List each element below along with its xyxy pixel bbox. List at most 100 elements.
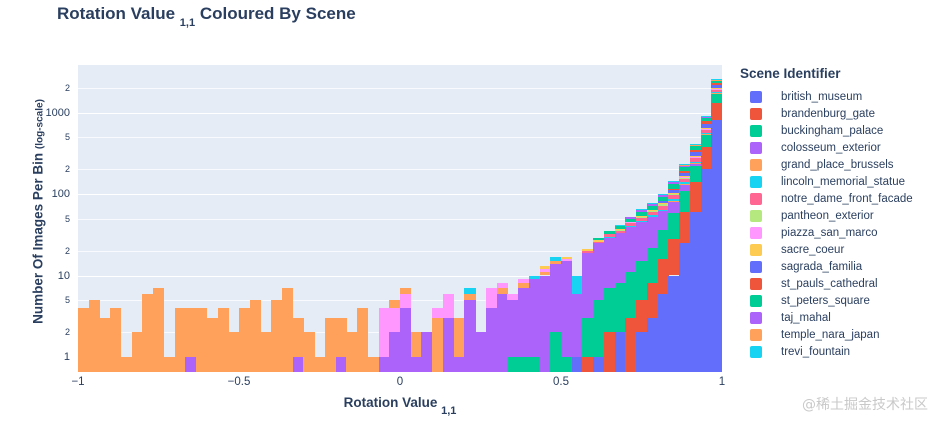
bar-segment-st_peters_square[interactable]: [614, 225, 626, 230]
bar-segment-buckingham_palace[interactable]: [646, 247, 659, 284]
bar-segment-buckingham_palace[interactable]: [711, 93, 723, 104]
bar-segment-piazza_san_marco[interactable]: [689, 156, 702, 158]
bar-segment-pantheon_exterior[interactable]: [636, 216, 648, 218]
plot-area[interactable]: [78, 65, 723, 372]
legend-item-pantheon_exterior[interactable]: pantheon_exterior: [740, 207, 913, 224]
bar-segment-temple_nara_japan[interactable]: [711, 79, 723, 81]
bar-segment-lincoln_memorial_statue[interactable]: [550, 256, 562, 262]
bar-segment-grand_place_brussels[interactable]: [689, 162, 702, 164]
bar-segment-colosseum_exterior[interactable]: [400, 307, 412, 372]
legend-item-piazza_san_marco[interactable]: piazza_san_marco: [740, 224, 913, 241]
bar-segment-colosseum_exterior[interactable]: [292, 357, 304, 372]
bar-segment-grand_place_brussels[interactable]: [700, 133, 712, 135]
bar-segment-temple_nara_japan[interactable]: [700, 116, 712, 117]
bar-segment-trevi_fountain[interactable]: [679, 163, 691, 165]
legend-item-trevi_fountain[interactable]: trevi_fountain: [740, 343, 913, 360]
bar-segment-grand_place_brussels[interactable]: [78, 307, 90, 372]
bar-segment-notre_dame_front_facade[interactable]: [689, 158, 702, 162]
bar-segment-lincoln_memorial_statue[interactable]: [603, 236, 616, 238]
bar-segment-colosseum_exterior[interactable]: [518, 288, 530, 357]
bar-segment-colosseum_exterior[interactable]: [603, 237, 616, 289]
bar-segment-colosseum_exterior[interactable]: [442, 318, 455, 372]
bar-segment-sacre_coeur[interactable]: [657, 203, 669, 205]
bar-segment-st_peters_square[interactable]: [603, 231, 616, 235]
bar-segment-pantheon_exterior[interactable]: [614, 230, 626, 232]
bar-segment-sacre_coeur[interactable]: [593, 240, 605, 242]
bar-segment-grand_place_brussels[interactable]: [453, 318, 465, 357]
bar-segment-grand_place_brussels[interactable]: [174, 307, 186, 372]
bar-segment-colosseum_exterior[interactable]: [593, 243, 605, 301]
legend-item-brandenburg_gate[interactable]: brandenburg_gate: [740, 105, 913, 122]
bar-segment-st_pauls_cathedral[interactable]: [668, 188, 680, 191]
bar-segment-grand_place_brussels[interactable]: [550, 261, 562, 264]
bar-segment-temple_nara_japan[interactable]: [389, 300, 401, 308]
bar-segment-notre_dame_front_facade[interactable]: [711, 89, 723, 93]
bar-segment-st_peters_square[interactable]: [711, 80, 723, 83]
bar-segment-notre_dame_front_facade[interactable]: [593, 241, 605, 244]
bar-segment-sagrada_familia[interactable]: [679, 172, 691, 176]
bar-segment-colosseum_exterior[interactable]: [657, 211, 669, 231]
bar-segment-colosseum_exterior[interactable]: [475, 332, 487, 372]
bar-segment-colosseum_exterior[interactable]: [561, 261, 573, 357]
bar-segment-colosseum_exterior[interactable]: [507, 300, 519, 357]
legend-item-st_peters_square[interactable]: st_peters_square: [740, 292, 913, 309]
bar-segment-grand_place_brussels[interactable]: [464, 293, 476, 301]
bar-segment-piazza_san_marco[interactable]: [561, 258, 573, 262]
bar-segment-colosseum_exterior[interactable]: [668, 201, 680, 214]
bar-segment-grand_place_brussels[interactable]: [88, 300, 100, 372]
bar-segment-brandenburg_gate[interactable]: [668, 239, 680, 276]
bar-segment-taj_mahal[interactable]: [625, 217, 637, 219]
bar-segment-british_museum[interactable]: [711, 120, 723, 372]
bar-segment-buckingham_palace[interactable]: [668, 213, 680, 240]
bar-segment-piazza_san_marco[interactable]: [432, 307, 444, 319]
bar-segment-colosseum_exterior[interactable]: [464, 300, 476, 372]
bar-segment-colosseum_exterior[interactable]: [528, 279, 541, 357]
bar-segment-grand_place_brussels[interactable]: [357, 307, 369, 372]
bar-segment-lincoln_memorial_statue[interactable]: [464, 288, 476, 294]
bar-segment-sagrada_familia[interactable]: [668, 190, 680, 193]
bar-segment-notre_dame_front_facade[interactable]: [625, 223, 637, 226]
bar-segment-st_peters_square[interactable]: [679, 166, 691, 171]
bar-segment-buckingham_palace[interactable]: [625, 272, 637, 319]
bar-segment-lincoln_memorial_statue[interactable]: [679, 182, 691, 184]
bar-segment-grand_place_brussels[interactable]: [142, 293, 154, 372]
bar-segment-colosseum_exterior[interactable]: [646, 217, 659, 248]
bar-segment-st_peters_square[interactable]: [700, 117, 712, 121]
bar-segment-colosseum_exterior[interactable]: [636, 222, 648, 262]
bar-segment-lincoln_memorial_statue[interactable]: [700, 132, 712, 134]
bar-segment-brandenburg_gate[interactable]: [657, 258, 669, 294]
bar-segment-grand_place_brussels[interactable]: [668, 201, 680, 202]
bar-segment-trevi_fountain[interactable]: [614, 224, 626, 226]
bar-segment-pantheon_exterior[interactable]: [711, 89, 723, 90]
bar-segment-taj_mahal[interactable]: [679, 164, 691, 167]
bar-segment-brandenburg_gate[interactable]: [636, 300, 648, 333]
bar-segment-brandenburg_gate[interactable]: [646, 283, 659, 319]
legend-item-british_museum[interactable]: british_museum: [740, 88, 913, 105]
bar-segment-british_museum[interactable]: [614, 332, 626, 372]
bar-segment-colosseum_exterior[interactable]: [335, 357, 347, 372]
bar-segment-grand_place_brussels[interactable]: [110, 307, 122, 372]
bar-segment-sagrada_familia[interactable]: [711, 84, 723, 89]
bar-segment-sacre_coeur[interactable]: [636, 215, 648, 217]
bar-segment-pantheon_exterior[interactable]: [657, 204, 669, 206]
bar-segment-piazza_san_marco[interactable]: [518, 279, 530, 284]
bar-segment-st_peters_square[interactable]: [636, 212, 648, 216]
bar-segment-piazza_san_marco[interactable]: [485, 288, 498, 308]
bar-segment-sacre_coeur[interactable]: [668, 192, 680, 194]
legend-item-temple_nara_japan[interactable]: temple_nara_japan: [740, 326, 913, 343]
bar-segment-notre_dame_front_facade[interactable]: [657, 205, 669, 210]
bar-segment-british_museum[interactable]: [679, 243, 691, 372]
bar-segment-grand_place_brussels[interactable]: [410, 332, 422, 357]
bar-segment-buckingham_palace[interactable]: [689, 166, 702, 183]
bar-segment-colosseum_exterior[interactable]: [614, 233, 626, 284]
bar-segment-grand_place_brussels[interactable]: [120, 357, 133, 372]
bar-segment-piazza_san_marco[interactable]: [679, 176, 691, 178]
bar-segment-st_peters_square[interactable]: [593, 237, 605, 241]
bar-segment-brandenburg_gate[interactable]: [679, 212, 691, 244]
bar-segment-sagrada_familia[interactable]: [689, 152, 702, 156]
bar-segment-grand_place_brussels[interactable]: [99, 318, 111, 372]
bar-segment-piazza_san_marco[interactable]: [378, 307, 390, 357]
bar-segment-sacre_coeur[interactable]: [614, 229, 626, 231]
bar-segment-grand_place_brussels[interactable]: [518, 283, 530, 289]
bar-segment-piazza_san_marco[interactable]: [625, 222, 637, 224]
